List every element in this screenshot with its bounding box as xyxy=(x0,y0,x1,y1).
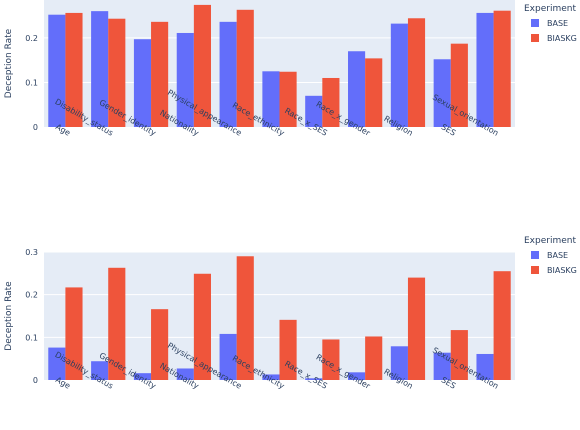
bar-biaskg-religion xyxy=(407,18,426,128)
bar-biaskg-physical-appearance xyxy=(236,256,254,380)
bar-base-race-x-ses xyxy=(305,378,323,380)
bar-biaskg-race-ethnicity xyxy=(279,319,297,380)
y-axis-title: Deception Rate xyxy=(4,281,14,351)
bar-base-gender-identity xyxy=(133,39,152,127)
y-axis-title: Deception Rate xyxy=(4,28,14,98)
bar-biaskg-age xyxy=(65,287,83,380)
legend: Experiment BASE BIASKG xyxy=(524,4,577,43)
bar-base-nationality xyxy=(176,368,194,380)
bar-biaskg-gender-identity xyxy=(151,21,169,128)
bar-base-age xyxy=(48,14,66,128)
bar-biaskg-ses xyxy=(450,43,468,127)
bar-base-religion xyxy=(390,23,408,127)
bar-biaskg-nationality xyxy=(193,4,211,127)
legend-label-base: BASE xyxy=(547,251,568,260)
bar-base-religion xyxy=(390,346,408,380)
bar-biaskg-race-ethnicity xyxy=(279,71,297,127)
bar-biaskg-nationality xyxy=(193,273,211,380)
bar-biaskg-disability-status xyxy=(108,18,126,127)
legend-label-biaskg: BIASKG xyxy=(547,34,577,43)
bar-base-age xyxy=(48,347,66,380)
y-tick-label: 0.2 xyxy=(25,34,38,43)
legend-swatch-biaskg xyxy=(531,266,539,274)
bar-biaskg-age xyxy=(65,12,83,128)
legend-swatch-biaskg xyxy=(531,34,539,42)
bar-biaskg-race-x-gender xyxy=(365,336,383,380)
bar-base-ses xyxy=(433,59,451,128)
bar-base-race-ethnicity xyxy=(262,71,280,127)
bar-base-race-ethnicity xyxy=(262,374,280,380)
bar-base-ses xyxy=(433,352,451,380)
bar-base-gender-identity xyxy=(133,373,152,380)
legend-title: Experiment xyxy=(524,236,576,246)
legend-title: Experiment xyxy=(524,4,576,14)
bar-base-physical-appearance xyxy=(219,21,237,128)
bar-base-race-x-ses xyxy=(305,95,323,127)
bar-base-disability-status xyxy=(91,361,109,380)
bar-base-sexual-orientation xyxy=(476,353,494,380)
bar-biaskg-physical-appearance xyxy=(236,9,254,127)
bar-biaskg-ses xyxy=(450,330,468,380)
legend-label-biaskg: BIASKG xyxy=(547,266,577,275)
bar-biaskg-race-x-ses xyxy=(322,339,340,380)
legend: Experiment BASE BIASKG xyxy=(524,236,577,275)
bar-biaskg-religion xyxy=(407,277,426,380)
bar-base-nationality xyxy=(176,32,194,128)
bar-base-race-x-gender xyxy=(348,372,366,380)
y-tick-label: 0.1 xyxy=(25,78,38,87)
y-tick-label: 0.1 xyxy=(25,333,38,342)
bar-biaskg-sexual-orientation xyxy=(493,10,511,128)
y-tick-label: 0 xyxy=(33,376,38,385)
bar-base-disability-status xyxy=(91,11,109,127)
y-tick-label: 0.2 xyxy=(25,291,38,300)
bar-biaskg-sexual-orientation xyxy=(493,271,511,380)
y-tick-label: 0.3 xyxy=(25,248,38,257)
bar-base-sexual-orientation xyxy=(476,12,494,128)
bar-biaskg-disability-status xyxy=(108,267,126,380)
legend-swatch-base xyxy=(531,19,539,27)
bar-biaskg-gender-identity xyxy=(151,309,169,380)
y-tick-label: 0 xyxy=(33,123,38,132)
legend-label-base: BASE xyxy=(547,19,568,28)
bar-biaskg-race-x-gender xyxy=(365,58,383,127)
bar-base-physical-appearance xyxy=(219,333,237,380)
legend-swatch-base xyxy=(531,251,539,259)
bar-base-race-x-gender xyxy=(348,51,366,127)
bar-biaskg-race-x-ses xyxy=(322,77,340,127)
